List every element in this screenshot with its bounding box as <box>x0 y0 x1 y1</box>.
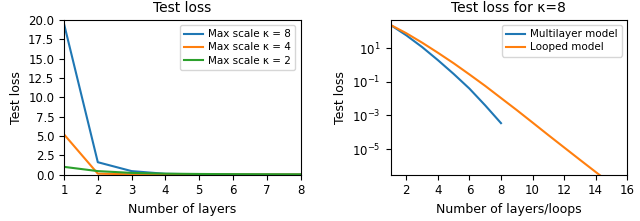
Y-axis label: Test loss: Test loss <box>10 71 22 124</box>
Looped model <box>466 73 474 76</box>
Max scale κ = 8 <box>128 170 136 172</box>
Max scale κ = 2 <box>229 173 237 175</box>
Multilayer model <box>387 24 394 26</box>
Max scale κ = 4 <box>297 173 305 176</box>
Max scale κ = 2 <box>94 170 102 172</box>
Max scale κ = 2 <box>297 173 305 176</box>
Max scale κ = 2 <box>263 173 271 176</box>
Max scale κ = 8 <box>94 161 102 164</box>
Max scale κ = 4 <box>128 173 136 176</box>
Looped model <box>403 32 410 34</box>
Max scale κ = 4 <box>195 173 203 176</box>
Title: Test loss for κ=8: Test loss for κ=8 <box>451 1 566 15</box>
X-axis label: Number of layers: Number of layers <box>128 203 236 216</box>
Line: Max scale κ = 8: Max scale κ = 8 <box>64 24 301 175</box>
Max scale κ = 8 <box>297 173 305 176</box>
Max scale κ = 2 <box>195 173 203 175</box>
Looped model <box>545 134 552 136</box>
Legend: Max scale κ = 8, Max scale κ = 4, Max scale κ = 2: Max scale κ = 8, Max scale κ = 4, Max sc… <box>180 25 296 70</box>
Multilayer model <box>497 122 505 124</box>
Max scale κ = 4 <box>60 133 68 136</box>
Multilayer model <box>419 46 426 48</box>
Line: Multilayer model: Multilayer model <box>390 25 501 123</box>
Max scale κ = 8 <box>263 173 271 176</box>
Looped model <box>450 62 458 65</box>
Line: Max scale κ = 4: Max scale κ = 4 <box>64 134 301 175</box>
Looped model <box>623 195 631 197</box>
Multilayer model <box>434 59 442 61</box>
Max scale κ = 2 <box>161 172 169 175</box>
Line: Looped model: Looped model <box>390 25 627 196</box>
Looped model <box>434 51 442 54</box>
Looped model <box>529 121 536 124</box>
Looped model <box>481 85 489 87</box>
Multilayer model <box>466 87 474 90</box>
X-axis label: Number of layers/loops: Number of layers/loops <box>436 203 582 216</box>
Y-axis label: Test loss: Test loss <box>334 71 347 124</box>
Max scale κ = 4 <box>263 173 271 176</box>
Max scale κ = 4 <box>229 173 237 176</box>
Looped model <box>387 24 394 26</box>
Looped model <box>607 183 615 185</box>
Max scale κ = 2 <box>128 171 136 174</box>
Looped model <box>419 41 426 44</box>
Max scale κ = 2 <box>60 166 68 168</box>
Max scale κ = 8 <box>60 22 68 25</box>
Title: Test loss: Test loss <box>153 1 211 15</box>
Looped model <box>560 146 568 149</box>
Looped model <box>513 109 520 111</box>
Max scale κ = 8 <box>229 173 237 176</box>
Max scale κ = 8 <box>195 173 203 176</box>
Legend: Multilayer model, Looped model: Multilayer model, Looped model <box>502 25 622 57</box>
Looped model <box>497 97 505 99</box>
Max scale κ = 4 <box>94 172 102 175</box>
Multilayer model <box>403 34 410 37</box>
Max scale κ = 4 <box>161 173 169 176</box>
Multilayer model <box>481 104 489 107</box>
Line: Max scale κ = 2: Max scale κ = 2 <box>64 167 301 174</box>
Max scale κ = 8 <box>161 172 169 175</box>
Looped model <box>592 171 600 173</box>
Looped model <box>576 158 584 161</box>
Multilayer model <box>450 73 458 75</box>
